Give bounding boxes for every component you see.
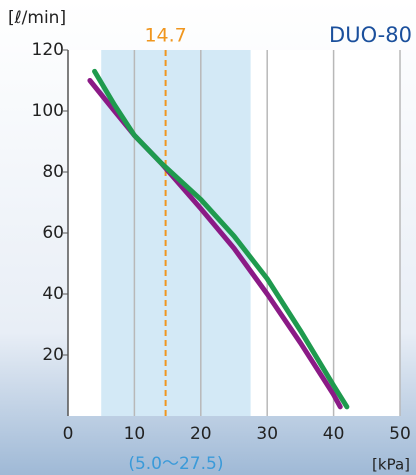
y-tick-label: 100 xyxy=(32,101,64,121)
x-tick-label: 40 xyxy=(323,424,345,444)
y-tick-label: 80 xyxy=(42,162,64,182)
x-tick-label: 50 xyxy=(389,424,411,444)
y-tick-label: 120 xyxy=(32,40,64,60)
y-tick-label: 60 xyxy=(42,223,64,243)
chart: [ℓ/min] DUO-80 [kPa] (5.0〜27.5) 0 10 20 30 40… xyxy=(0,0,416,475)
x-tick-label: 0 xyxy=(63,424,74,444)
x-axis-label: [kPa] xyxy=(372,456,410,474)
x-tick-label: 20 xyxy=(190,424,212,444)
range-label: (5.0〜27.5) xyxy=(128,454,223,474)
x-tick-label: 30 xyxy=(256,424,278,444)
y-tick-label: 20 xyxy=(42,345,64,365)
y-tick-label: 40 xyxy=(42,284,64,304)
chart-title: DUO-80 xyxy=(329,23,412,47)
y-axis-label: [ℓ/min] xyxy=(8,8,66,28)
marker-label: 14.7 xyxy=(144,25,186,47)
x-tick-label: 10 xyxy=(124,424,146,444)
